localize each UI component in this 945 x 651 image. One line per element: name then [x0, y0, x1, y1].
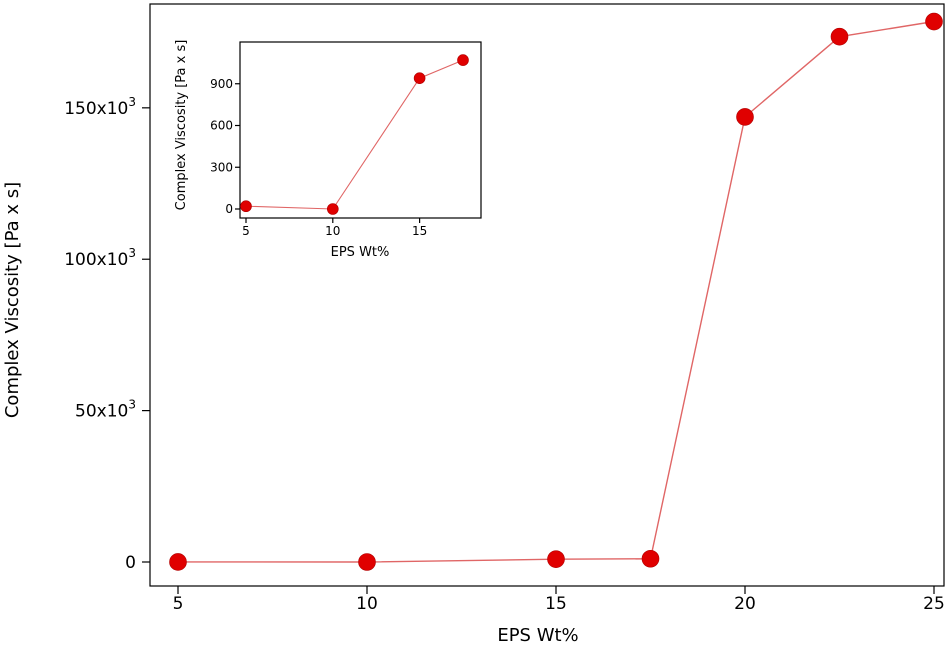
main-data-point [169, 553, 187, 571]
inset-data-point [240, 200, 252, 213]
inset-series-line [245, 59, 464, 210]
inset-y-tick-label: 600 [210, 119, 233, 133]
main-data-point [641, 549, 660, 568]
main-y-tick-label: 0 [125, 553, 136, 573]
main-y-tick-label: 50x103 [75, 398, 136, 422]
inset-data-point [457, 54, 469, 66]
inset-background [240, 42, 481, 218]
main-y-axis-label: Complex Viscosity [Pa x s] [2, 182, 23, 418]
inset-data-point [326, 203, 339, 215]
main-x-tick-label: 10 [356, 594, 378, 614]
inset-x-tick-label: 5 [242, 224, 250, 238]
inset-y-tick-label: 0 [225, 202, 233, 216]
inset-x-tick-label: 10 [325, 224, 340, 238]
main-x-tick-label: 20 [734, 594, 756, 614]
main-x-tick-label: 25 [923, 594, 945, 614]
inset-chart: 5 10 15 0 300 600 900 EPS Wt% Complex Viscosity … [174, 40, 482, 260]
inset-y-tick-label: 300 [210, 160, 233, 174]
inset-data-point [413, 72, 426, 84]
main-data-point [358, 553, 376, 571]
inset-plot-frame [239, 41, 482, 219]
main-data-point [925, 12, 943, 31]
main-data-point [547, 550, 565, 568]
main-chart: 5 10 15 20 25 0 50x103 100x103 150x103 EPS Wt% Com… [2, 3, 945, 646]
main-y-tick-label: 100x103 [64, 246, 136, 270]
main-data-point [830, 27, 849, 46]
inset-y-tick-label: 900 [210, 77, 233, 91]
main-x-axis-label: EPS Wt% [497, 625, 578, 646]
inset-x-tick-label: 15 [412, 224, 427, 238]
inset-x-axis-label: EPS Wt% [331, 245, 390, 260]
main-y-tick-label: 150x103 [64, 95, 136, 119]
main-x-tick-label: 15 [545, 594, 567, 614]
main-x-tick-label: 5 [173, 594, 184, 614]
inset-y-axis-label: Complex Viscosity [Pa x s] [174, 40, 189, 211]
main-plot-frame [149, 3, 945, 587]
main-data-point [736, 108, 754, 126]
